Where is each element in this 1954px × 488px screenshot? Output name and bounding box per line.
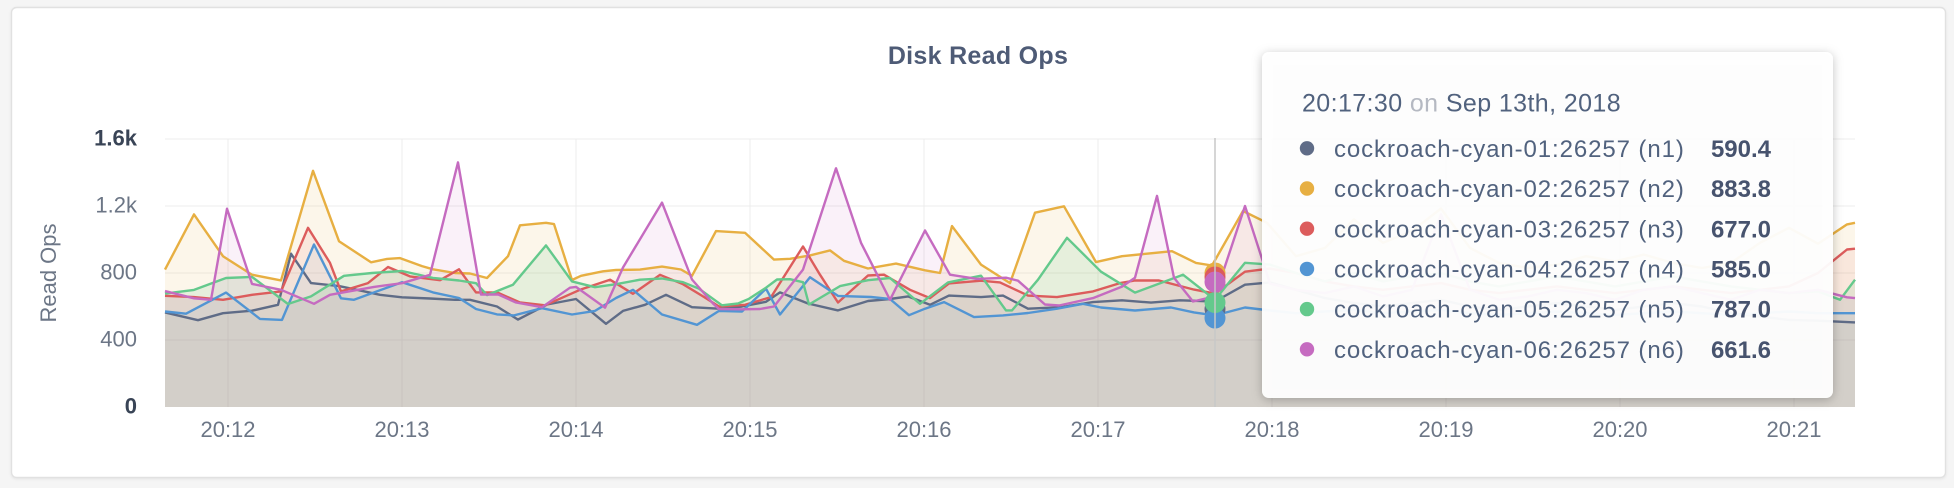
svg-text:585.0: 585.0 — [1711, 257, 1771, 284]
svg-text:590.4: 590.4 — [1711, 136, 1772, 163]
svg-text:1.6k: 1.6k — [94, 126, 138, 151]
svg-text:cockroach-cyan-04:26257 (n4): cockroach-cyan-04:26257 (n4) — [1334, 257, 1685, 284]
svg-text:661.6: 661.6 — [1711, 337, 1771, 364]
svg-text:Disk Read Ops: Disk Read Ops — [888, 42, 1068, 70]
svg-text:cockroach-cyan-03:26257 (n3): cockroach-cyan-03:26257 (n3) — [1334, 216, 1685, 243]
svg-text:cockroach-cyan-06:26257 (n6): cockroach-cyan-06:26257 (n6) — [1334, 337, 1685, 364]
svg-text:Read Ops: Read Ops — [36, 223, 61, 322]
svg-text:883.8: 883.8 — [1711, 176, 1771, 203]
svg-text:20:16: 20:16 — [896, 417, 951, 442]
svg-text:20:14: 20:14 — [548, 417, 603, 442]
svg-text:20:17: 20:17 — [1070, 417, 1125, 442]
svg-text:20:21: 20:21 — [1766, 417, 1821, 442]
svg-text:cockroach-cyan-02:26257 (n2): cockroach-cyan-02:26257 (n2) — [1334, 176, 1685, 203]
svg-text:20:18: 20:18 — [1244, 417, 1299, 442]
svg-text:787.0: 787.0 — [1711, 297, 1771, 324]
svg-text:400: 400 — [100, 327, 137, 352]
svg-text:20:15: 20:15 — [722, 417, 777, 442]
svg-text:20:12: 20:12 — [200, 417, 255, 442]
svg-text:677.0: 677.0 — [1711, 216, 1771, 243]
svg-text:cockroach-cyan-05:26257 (n5): cockroach-cyan-05:26257 (n5) — [1334, 297, 1685, 324]
svg-text:20:13: 20:13 — [374, 417, 429, 442]
svg-text:800: 800 — [100, 260, 137, 285]
svg-text:cockroach-cyan-01:26257 (n1): cockroach-cyan-01:26257 (n1) — [1334, 136, 1685, 163]
svg-text:1.2k: 1.2k — [95, 193, 138, 218]
svg-text:20:17:30 on Sep 13th, 2018: 20:17:30 on Sep 13th, 2018 — [1302, 90, 1621, 118]
svg-text:0: 0 — [125, 394, 137, 419]
svg-text:20:20: 20:20 — [1592, 417, 1647, 442]
svg-text:20:19: 20:19 — [1418, 417, 1473, 442]
